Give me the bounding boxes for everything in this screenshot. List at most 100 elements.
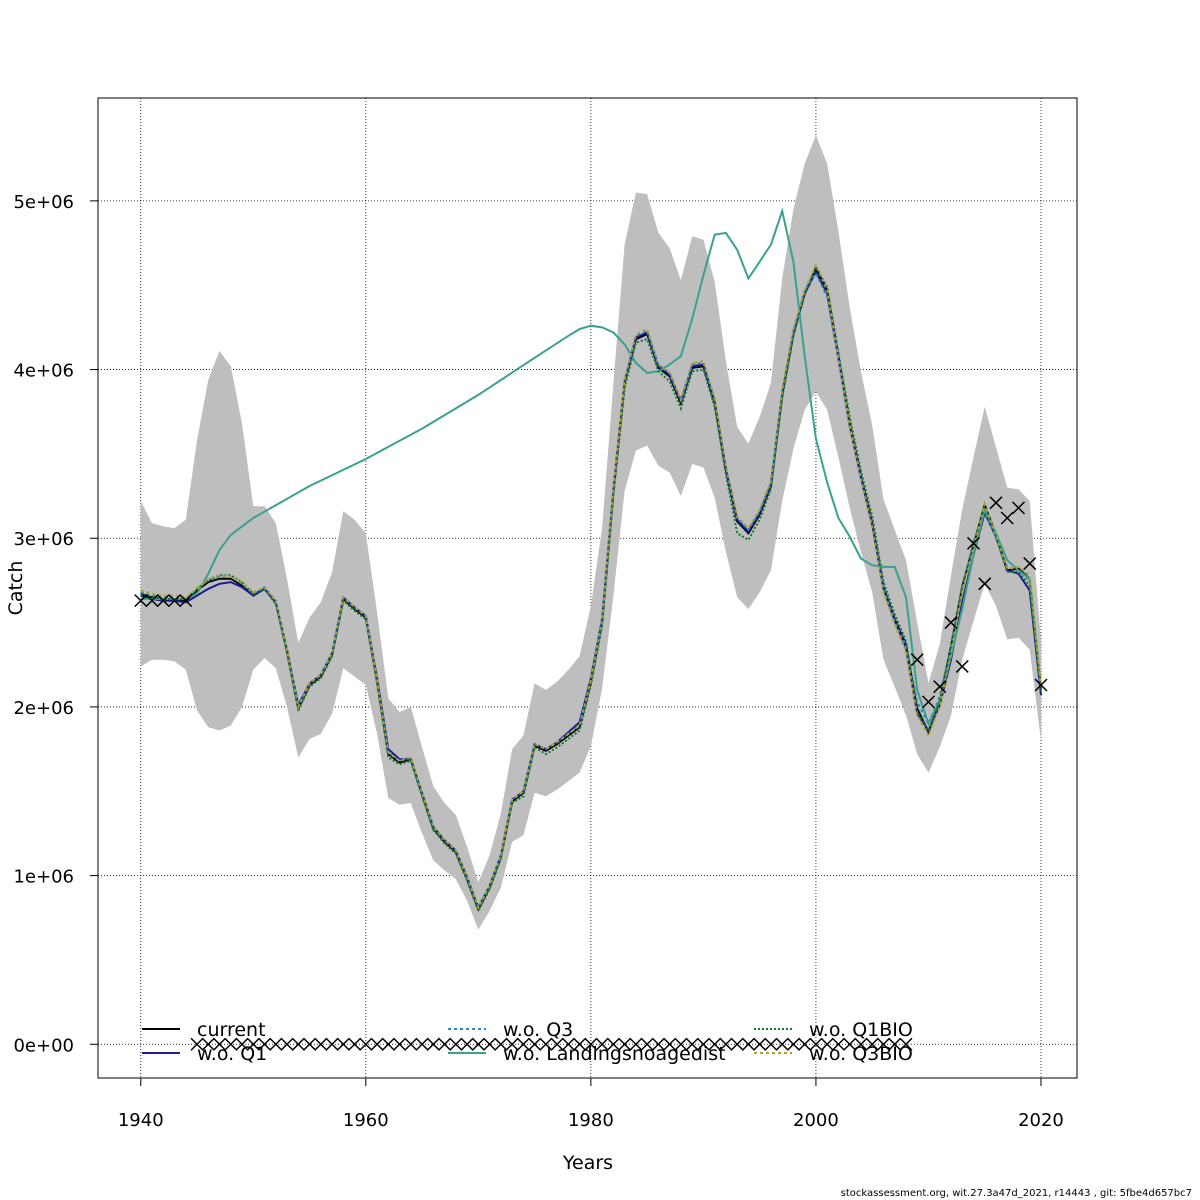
zero-cross bbox=[201, 1037, 215, 1051]
zero-cross bbox=[258, 1037, 272, 1051]
zero-cross bbox=[629, 1037, 643, 1051]
zero-cross bbox=[550, 1037, 564, 1051]
zero-cross bbox=[539, 1037, 553, 1051]
zero-cross bbox=[674, 1037, 688, 1051]
x-tick-label: 1980 bbox=[568, 1110, 614, 1131]
zero-cross bbox=[888, 1037, 902, 1051]
zero-cross bbox=[730, 1037, 744, 1051]
zero-cross bbox=[235, 1037, 249, 1051]
observation-cross bbox=[134, 594, 148, 608]
zero-cross bbox=[786, 1037, 800, 1051]
x-tick-label: 2020 bbox=[1018, 1110, 1064, 1131]
observation-cross bbox=[1000, 511, 1014, 525]
zero-cross bbox=[471, 1037, 485, 1051]
zero-cross bbox=[381, 1037, 395, 1051]
zero-cross bbox=[393, 1037, 407, 1051]
legend-label: w.o. Landingsnoagedist bbox=[503, 1043, 726, 1065]
x-axis-title: Years bbox=[562, 1152, 613, 1174]
legend-label: current bbox=[197, 1019, 266, 1041]
zero-cross bbox=[753, 1037, 767, 1051]
zero-cross bbox=[213, 1037, 227, 1051]
legend-label: w.o. Q1BIO bbox=[809, 1019, 913, 1041]
observation-cross bbox=[1034, 678, 1048, 692]
zero-cross bbox=[618, 1037, 632, 1051]
zero-cross bbox=[809, 1037, 823, 1051]
zero-cross bbox=[663, 1037, 677, 1051]
zero-cross bbox=[640, 1037, 654, 1051]
zero-cross bbox=[426, 1037, 440, 1051]
y-axis: 0e+00 1e+06 2e+06 3e+06 4e+06 5e+06 bbox=[13, 192, 98, 1056]
zero-cross bbox=[899, 1037, 913, 1051]
y-tick-label: 1e+06 bbox=[13, 867, 74, 888]
zero-cross bbox=[224, 1037, 238, 1051]
zero-cross bbox=[280, 1037, 294, 1051]
zero-cross bbox=[415, 1037, 429, 1051]
y-axis-title: Catch bbox=[5, 561, 27, 616]
grid bbox=[98, 98, 1077, 1078]
observation-cross bbox=[978, 577, 992, 591]
legend-label: w.o. Q3BIO bbox=[809, 1043, 913, 1065]
zero-cross bbox=[460, 1037, 474, 1051]
zero-cross bbox=[696, 1037, 710, 1051]
observation-cross bbox=[966, 536, 981, 550]
confidence-band bbox=[140, 135, 1042, 930]
observation-cross bbox=[156, 594, 170, 608]
zero-cross bbox=[303, 1037, 317, 1051]
zero-cross bbox=[651, 1037, 665, 1051]
zero-cross bbox=[764, 1037, 778, 1051]
zero-cross bbox=[741, 1037, 755, 1051]
zero-cross bbox=[606, 1037, 620, 1051]
zero-cross bbox=[831, 1037, 845, 1051]
zero-cross bbox=[708, 1037, 722, 1051]
zero-cross bbox=[359, 1037, 373, 1051]
zero-cross bbox=[314, 1037, 328, 1051]
zero-cross bbox=[291, 1037, 305, 1051]
series-lines bbox=[140, 207, 1042, 914]
observation-cross bbox=[1023, 557, 1037, 571]
zero-cross bbox=[190, 1037, 204, 1051]
y-tick-label: 2e+06 bbox=[13, 698, 74, 719]
zero-cross bbox=[528, 1037, 542, 1051]
observation-cross bbox=[989, 496, 1003, 510]
observation-cross bbox=[955, 659, 969, 673]
zero-cross bbox=[584, 1037, 598, 1051]
legend-label: w.o. Q3 bbox=[503, 1019, 573, 1041]
x-tick-label: 2000 bbox=[793, 1110, 839, 1131]
confidence-band-area bbox=[140, 135, 1042, 930]
zero-cross bbox=[516, 1037, 530, 1051]
zero-cross bbox=[561, 1037, 575, 1051]
x-axis: 1940 1960 1980 2000 2020 bbox=[118, 1078, 1064, 1131]
observation-cross bbox=[1011, 501, 1026, 515]
zero-cross bbox=[573, 1037, 587, 1051]
zero-cross bbox=[775, 1037, 789, 1051]
zero-cross bbox=[370, 1037, 384, 1051]
zero-cross bbox=[505, 1037, 519, 1051]
zero-cross bbox=[595, 1037, 609, 1051]
observation-markers bbox=[134, 496, 1048, 1051]
y-tick-label: 5e+06 bbox=[13, 192, 74, 213]
plot-frame bbox=[97, 97, 1078, 1079]
zero-cross bbox=[336, 1037, 350, 1051]
legend-label: w.o. Q1 bbox=[197, 1043, 267, 1065]
observation-cross bbox=[933, 680, 947, 694]
zero-cross bbox=[269, 1037, 283, 1051]
x-tick-label: 1960 bbox=[343, 1110, 389, 1131]
observation-cross bbox=[145, 594, 159, 608]
zero-cross bbox=[876, 1037, 890, 1051]
observation-cross bbox=[944, 616, 958, 630]
zero-cross bbox=[685, 1037, 699, 1051]
observation-cross bbox=[167, 594, 182, 608]
series-line-w-o-q3bio bbox=[140, 262, 1042, 911]
zero-cross bbox=[865, 1037, 879, 1051]
zero-cross bbox=[483, 1037, 497, 1051]
zero-cross bbox=[854, 1037, 868, 1051]
zero-cross bbox=[438, 1037, 452, 1051]
observation-cross bbox=[910, 653, 924, 667]
x-tick-label: 1940 bbox=[118, 1110, 164, 1131]
observation-cross bbox=[179, 594, 193, 608]
zero-cross bbox=[404, 1037, 418, 1051]
zero-cross bbox=[449, 1037, 463, 1051]
credit-text: stockassessment.org, wit.27.3a47d_2021, … bbox=[841, 1188, 1192, 1199]
